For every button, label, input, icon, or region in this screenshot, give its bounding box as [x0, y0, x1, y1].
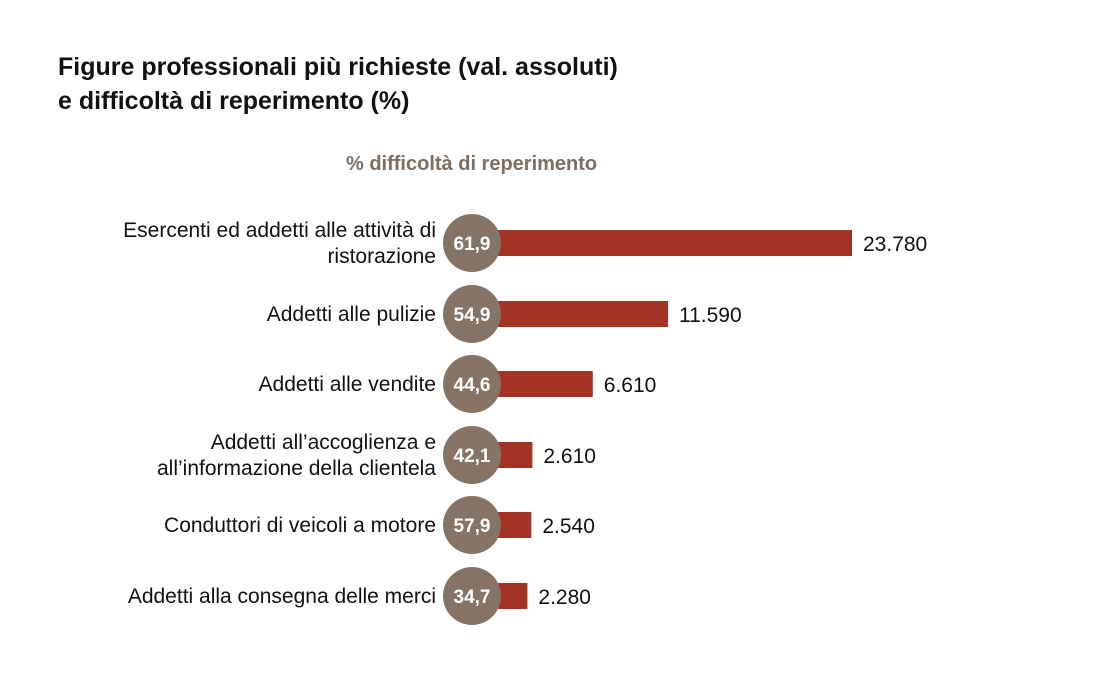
difficulty-label-3: 44,6 [454, 375, 491, 396]
difficulty-circle-1 [443, 214, 501, 272]
difficulty-label-1: 61,9 [454, 234, 491, 255]
bar-2 [493, 301, 668, 327]
difficulty-circle-5 [443, 496, 501, 554]
value-label-1: 23.780 [863, 233, 927, 256]
difficulty-circle-4 [443, 426, 501, 484]
bar-1 [493, 230, 852, 256]
value-label-4: 2.610 [543, 445, 596, 468]
value-label-2: 11.590 [679, 304, 742, 327]
category-label-6: Addetti alla consegna delle merci [128, 585, 436, 608]
value-label-3: 6.610 [604, 374, 657, 397]
category-label-1-line-1: Esercenti ed addetti alle attività di [123, 219, 436, 242]
difficulty-circle-3 [443, 355, 501, 413]
difficulty-label-2: 54,9 [454, 305, 491, 326]
category-label-1-line-2: ristorazione [327, 245, 436, 268]
category-label-5: Conduttori di veicoli a motore [164, 514, 436, 537]
chart-title: Figure professionali più richieste (val.… [58, 50, 758, 118]
difficulty-circle-6 [443, 567, 501, 625]
difficulty-label-4: 42,1 [454, 446, 491, 467]
category-label-4-line-2: all’informazione della clientela [157, 457, 436, 480]
category-label-4-line-1: Addetti all’accoglienza e [211, 431, 436, 454]
chart-title-line-2: e difficoltà di reperimento (%) [58, 87, 410, 115]
bar-3 [493, 371, 593, 397]
difficulty-header: % difficoltà di reperimento [346, 153, 598, 175]
value-label-5: 2.540 [542, 515, 595, 538]
category-label-2: Addetti alle pulizie [267, 303, 436, 326]
value-label-6: 2.280 [538, 586, 591, 609]
category-label-3: Addetti alle vendite [259, 373, 436, 396]
difficulty-label-5: 57,9 [454, 516, 491, 537]
difficulty-circle-2 [443, 285, 501, 343]
chart-title-line-1: Figure professionali più richieste (val.… [58, 53, 618, 81]
difficulty-label-6: 34,7 [454, 587, 491, 608]
